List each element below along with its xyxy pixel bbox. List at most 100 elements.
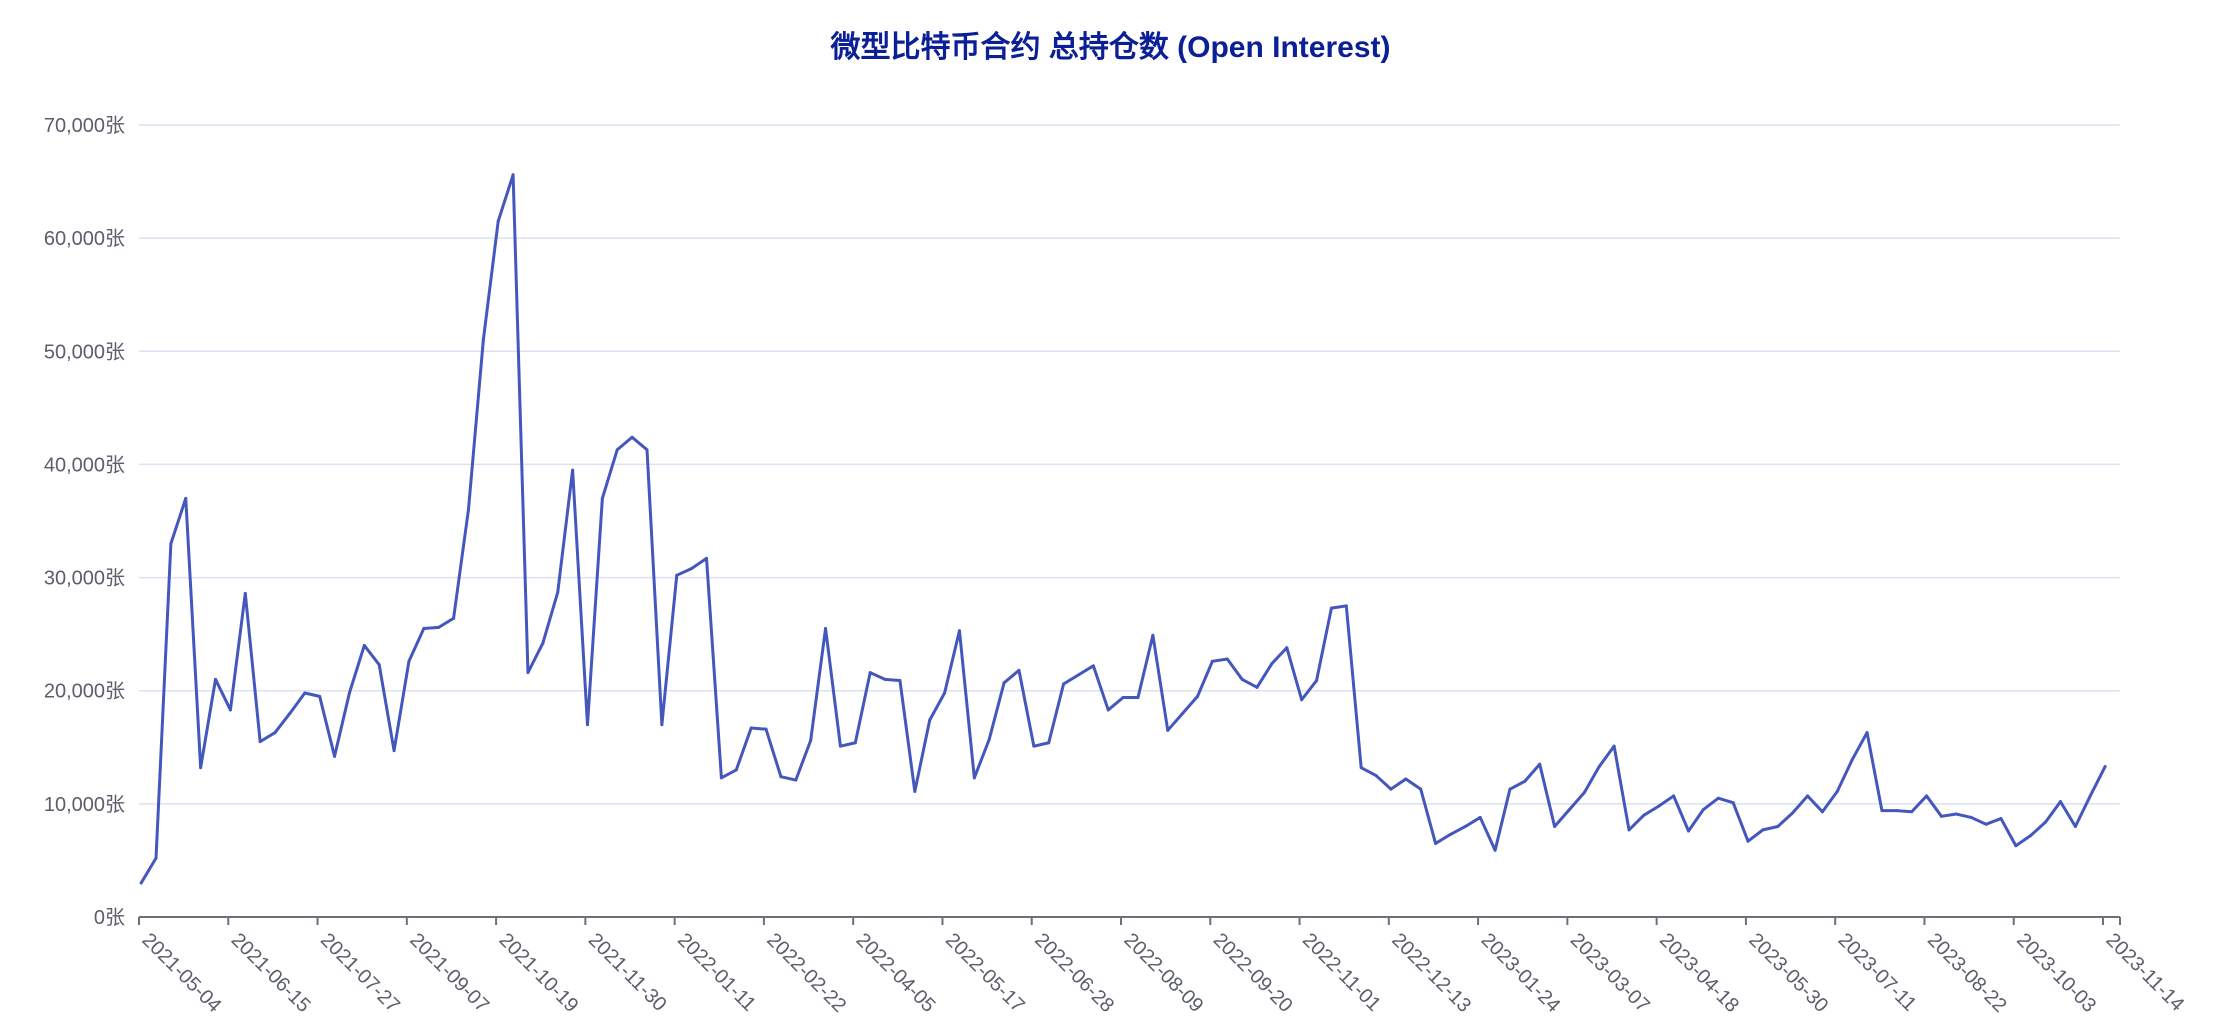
- x-tick-label: 2023-08-22: [1923, 929, 2011, 1017]
- data-point: [585, 723, 589, 727]
- x-tick-label: 2022-06-28: [1030, 929, 1118, 1017]
- data-point: [1210, 659, 1214, 663]
- y-tick-label: 70,000张: [44, 114, 125, 137]
- data-point: [868, 671, 872, 675]
- data-point: [228, 708, 232, 712]
- y-tick-label: 30,000张: [44, 567, 125, 590]
- y-tick-label: 10,000张: [44, 793, 125, 816]
- data-point: [1344, 604, 1348, 608]
- data-point: [898, 679, 902, 683]
- data-point: [615, 448, 619, 452]
- data-point: [1791, 811, 1795, 815]
- x-tick-label: 2022-05-17: [941, 929, 1029, 1017]
- data-point: [243, 591, 247, 595]
- chart-title: 微型比特币合约 总持仓数 (Open Interest): [830, 31, 1391, 64]
- data-point: [392, 749, 396, 753]
- data-point: [1538, 762, 1542, 766]
- data-point: [1880, 809, 1884, 813]
- data-point: [1627, 828, 1631, 832]
- data-point: [749, 726, 753, 730]
- data-point: [184, 496, 188, 500]
- data-point: [1255, 685, 1259, 689]
- data-point: [1523, 779, 1527, 783]
- data-point: [913, 789, 917, 793]
- y-tick-label: 20,000张: [44, 680, 125, 703]
- data-point: [1731, 801, 1735, 805]
- data-point: [1329, 606, 1333, 610]
- data-point: [1374, 774, 1378, 778]
- data-point: [1657, 804, 1661, 808]
- data-point: [1017, 668, 1021, 672]
- data-point: [154, 856, 158, 860]
- data-point: [318, 694, 322, 698]
- data-point: [1999, 817, 2003, 821]
- data-point: [1895, 809, 1899, 813]
- data-point: [1285, 646, 1289, 650]
- data-point: [1121, 696, 1125, 700]
- x-tick-label: 2023-04-18: [1655, 929, 1743, 1017]
- data-point: [1850, 758, 1854, 762]
- data-point: [303, 691, 307, 695]
- data-point: [645, 448, 649, 452]
- data-point: [1493, 848, 1497, 852]
- data-point: [1225, 657, 1229, 661]
- data-point: [556, 590, 560, 594]
- series-line: [139, 173, 2107, 884]
- data-point: [1359, 766, 1363, 770]
- x-tick-label: 2021-09-07: [405, 929, 493, 1017]
- data-point: [1954, 812, 1958, 816]
- data-point: [1091, 664, 1095, 668]
- data-point: [957, 629, 961, 633]
- data-point: [883, 677, 887, 681]
- data-point: [1300, 698, 1304, 702]
- series-open-interest: [139, 173, 2107, 885]
- data-point: [169, 542, 173, 546]
- data-point: [1835, 789, 1839, 793]
- data-point: [422, 626, 426, 630]
- data-point: [1672, 794, 1676, 798]
- data-point: [943, 691, 947, 695]
- data-point: [853, 741, 857, 745]
- data-point: [2014, 844, 2018, 848]
- data-point: [1270, 662, 1274, 666]
- data-point: [987, 737, 991, 741]
- data-point: [1806, 794, 1810, 798]
- data-point: [1969, 815, 1973, 819]
- x-tick-label: 2022-01-11: [673, 929, 760, 1016]
- data-point: [199, 766, 203, 770]
- data-point: [1389, 787, 1393, 791]
- data-point: [1612, 744, 1616, 748]
- y-axis-ticks: 0张 10,000张 20,000张 30,000张 40,000张 50,000张 60,…: [44, 114, 125, 929]
- data-point: [660, 723, 664, 727]
- data-point: [928, 718, 932, 722]
- data-point: [258, 740, 262, 744]
- data-point: [1939, 814, 1943, 818]
- x-tick-label: 2022-11-01: [1298, 929, 1385, 1016]
- x-tick-label: 2023-11-14: [2101, 929, 2188, 1016]
- data-point: [1716, 796, 1720, 800]
- data-point: [1701, 808, 1705, 812]
- data-point: [1315, 679, 1319, 683]
- y-tick-label: 0张: [94, 906, 125, 929]
- x-tick-label: 2023-10-03: [2012, 929, 2100, 1017]
- data-point: [824, 626, 828, 630]
- data-point: [1166, 728, 1170, 732]
- data-point: [1032, 744, 1036, 748]
- data-point: [526, 671, 530, 675]
- data-point: [571, 468, 575, 472]
- x-tick-label: 2023-01-24: [1477, 929, 1565, 1017]
- data-point: [377, 663, 381, 667]
- data-point: [809, 738, 813, 742]
- data-point: [1746, 839, 1750, 843]
- data-point: [333, 754, 337, 758]
- data-point: [1582, 791, 1586, 795]
- x-tick-label: 2021-05-04: [137, 929, 225, 1017]
- x-tick-label: 2023-07-11: [1834, 929, 1921, 1016]
- data-point: [139, 881, 143, 885]
- data-point: [600, 496, 604, 500]
- x-tick-label: 2022-08-09: [1119, 929, 1207, 1017]
- data-point: [1434, 841, 1438, 845]
- data-point: [541, 641, 545, 645]
- data-point: [437, 625, 441, 629]
